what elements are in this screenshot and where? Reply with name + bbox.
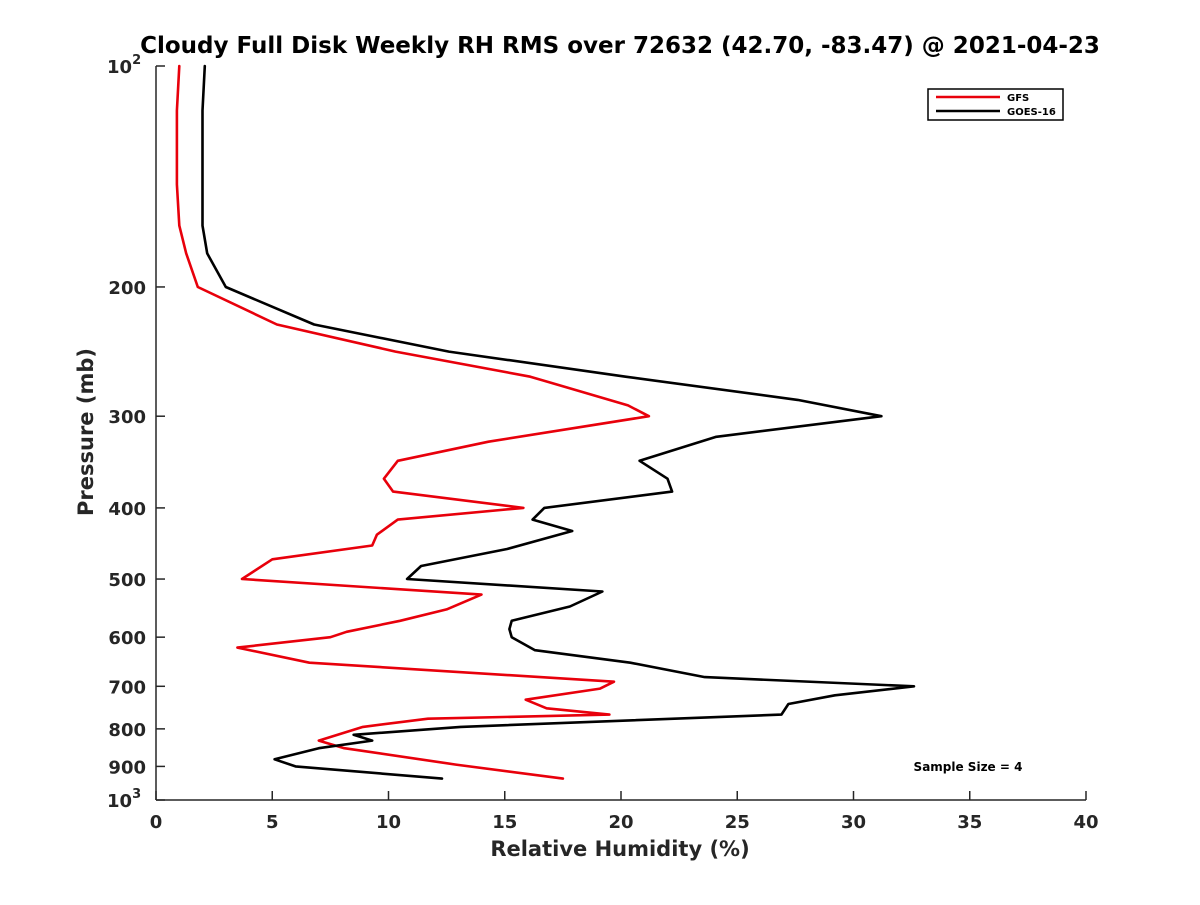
legend-label-goes16: GOES-16	[1007, 107, 1056, 118]
y-tick-label-9: 103	[107, 787, 141, 812]
y-tick-label-3: 400	[108, 499, 146, 520]
x-axis-label: Relative Humidity (%)	[490, 837, 749, 861]
x-tick-label-2: 10	[376, 812, 401, 833]
axes: 0 5 10 15 20 25 30 35 40 102 200 300 400 500 600 700 800…	[107, 53, 1099, 833]
y-tick-label-0: 102	[107, 53, 141, 78]
series-line-0	[175, 64, 651, 780]
legend-label-gfs: GFS	[1007, 93, 1029, 104]
chart-title: Cloudy Full Disk Weekly RH RMS over 7263…	[140, 33, 1100, 59]
x-tick-label-0: 0	[150, 812, 163, 833]
y-tick-label-7: 800	[108, 720, 146, 741]
y-axis-label: Pressure (mb)	[74, 348, 98, 516]
y-tick-label-4: 500	[108, 570, 146, 591]
x-tick-label-4: 20	[608, 812, 633, 833]
x-tick-label-5: 25	[725, 812, 750, 833]
legend: GFS GOES-16	[927, 88, 1064, 121]
legend-box	[927, 88, 1064, 121]
series-line-1	[201, 64, 916, 780]
x-tick-label-1: 5	[266, 812, 279, 833]
plot-area	[175, 64, 916, 780]
sample-size-annotation: Sample Size = 4	[914, 760, 1023, 774]
x-tick-label-6: 30	[841, 812, 866, 833]
y-tick-label-1: 200	[108, 278, 146, 299]
x-tick-label-8: 40	[1073, 812, 1098, 833]
y-tick-label-2: 300	[108, 407, 146, 428]
x-tick-label-7: 35	[957, 812, 982, 833]
y-tick-label-8: 900	[108, 757, 146, 778]
y-tick-label-6: 700	[108, 677, 146, 698]
y-tick-label-5: 600	[108, 628, 146, 649]
x-tick-label-3: 15	[492, 812, 517, 833]
